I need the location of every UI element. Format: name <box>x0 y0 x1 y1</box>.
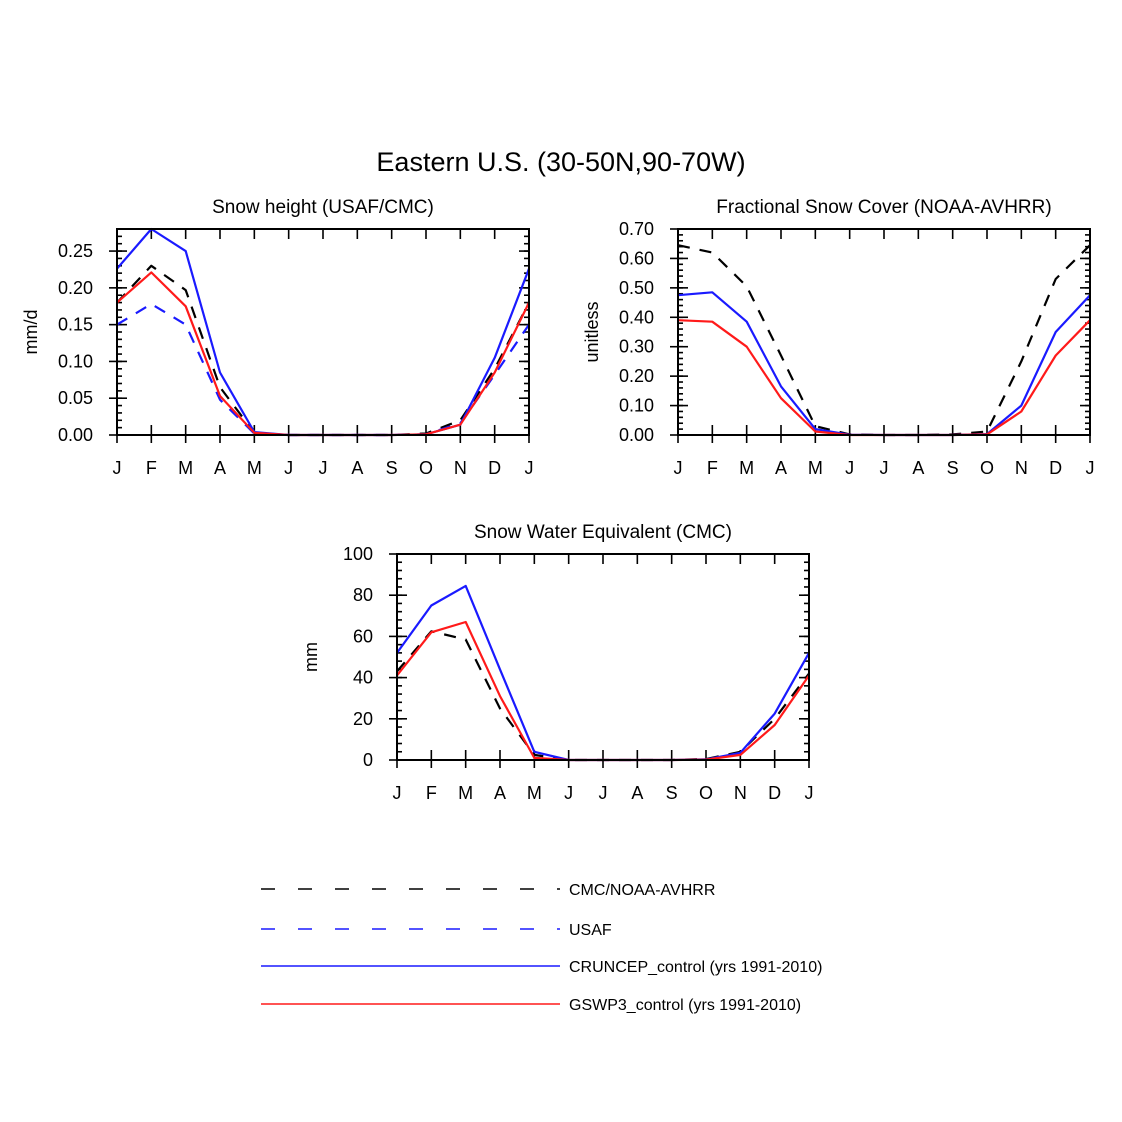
legend-label: USAF <box>569 922 612 939</box>
series-line-cmc-noaa-avhrr <box>116 264 530 437</box>
series-line-cruncep-control-yrs-1991-2010 <box>396 584 810 762</box>
series-line-cmc-noaa-avhrr <box>677 244 1091 437</box>
y-tick-label: 100 <box>343 544 373 564</box>
legend-label: GSWP3_control (yrs 1991-2010) <box>569 997 801 1014</box>
x-tick-label: J <box>845 458 854 478</box>
x-tick-label: F <box>146 458 157 478</box>
y-tick-label: 0.30 <box>619 337 654 357</box>
y-tick-label: 20 <box>353 709 373 729</box>
y-tick-label: 0 <box>363 750 373 770</box>
y-tick-label: 0.20 <box>58 278 93 298</box>
x-tick-label: J <box>880 458 889 478</box>
x-tick-label: M <box>527 783 542 803</box>
x-tick-label: F <box>707 458 718 478</box>
y-axis-label: mm <box>301 642 321 672</box>
x-tick-label: N <box>734 783 747 803</box>
x-tick-label: O <box>419 458 433 478</box>
panel-title: Snow height (USAF/CMC) <box>212 197 434 218</box>
x-tick-label: J <box>1086 458 1095 478</box>
x-tick-label: A <box>494 783 506 803</box>
y-tick-label: 0.40 <box>619 307 654 327</box>
x-tick-label: D <box>488 458 501 478</box>
snow-cover-panel: Fractional Snow Cover (NOAA-AVHRR) unitle… <box>582 197 1095 478</box>
y-tick-label: 0.60 <box>619 248 654 268</box>
y-tick-label: 60 <box>353 626 373 646</box>
legend-label: CRUNCEP_control (yrs 1991-2010) <box>569 959 822 976</box>
x-tick-label: N <box>1015 458 1028 478</box>
y-tick-label: 0.10 <box>619 396 654 416</box>
x-tick-label: D <box>1049 458 1062 478</box>
x-tick-label: J <box>284 458 293 478</box>
series-line-gswp3-control-yrs-1991-2010 <box>677 319 1091 437</box>
panel-title: Fractional Snow Cover (NOAA-AVHRR) <box>716 197 1051 218</box>
x-tick-label: J <box>805 783 814 803</box>
y-tick-label: 0.10 <box>58 351 93 371</box>
x-tick-label: J <box>599 783 608 803</box>
panel-title: Snow Water Equivalent (CMC) <box>474 522 732 543</box>
y-tick-label: 0.05 <box>58 388 93 408</box>
x-tick-label: S <box>386 458 398 478</box>
x-tick-label: O <box>699 783 713 803</box>
x-tick-label: A <box>775 458 787 478</box>
legend-label: CMC/NOAA-AVHRR <box>569 882 715 899</box>
x-tick-label: A <box>631 783 643 803</box>
y-tick-label: 0.00 <box>58 425 93 445</box>
swe-panel: Snow Water Equivalent (CMC) mm J F M A M J J A S O N… <box>301 522 814 803</box>
plot-frame <box>116 228 530 436</box>
x-tick-label: M <box>458 783 473 803</box>
x-tick-label: J <box>564 783 573 803</box>
x-tick-label: M <box>178 458 193 478</box>
x-tick-label: N <box>454 458 467 478</box>
x-tick-label: M <box>247 458 262 478</box>
plot-frame <box>396 553 810 761</box>
x-tick-label: A <box>912 458 924 478</box>
x-tick-label: J <box>674 458 683 478</box>
snow-height-panel: Snow height (USAF/CMC)mm/dJ F M A M J J A S O N D J0… <box>21 197 534 478</box>
y-axis-label: unitless <box>582 301 602 362</box>
main-title: Eastern U.S. (30-50N,90-70W) <box>376 147 745 177</box>
x-tick-label: F <box>426 783 437 803</box>
series-line-gswp3-control-yrs-1991-2010 <box>396 620 810 762</box>
y-tick-label: 0.20 <box>619 366 654 386</box>
series-line-cruncep-control-yrs-1991-2010 <box>116 227 531 437</box>
y-tick-label: 0.15 <box>58 315 93 335</box>
y-tick-label: 0.25 <box>58 241 93 261</box>
x-tick-label: M <box>739 458 754 478</box>
x-tick-label: S <box>947 458 959 478</box>
y-tick-label: 40 <box>353 668 373 688</box>
x-tick-label: J <box>525 458 534 478</box>
x-tick-label: O <box>980 458 994 478</box>
series-line-cmc-noaa-avhrr <box>396 630 810 762</box>
x-tick-label: J <box>113 458 122 478</box>
legend: CMC/NOAA-AVHRR USAF CRUNCEP_control (yrs 1… <box>261 882 822 1014</box>
x-tick-label: J <box>393 783 402 803</box>
y-tick-label: 80 <box>353 585 373 605</box>
series-line-cruncep-control-yrs-1991-2010 <box>677 291 1091 437</box>
x-tick-label: M <box>808 458 823 478</box>
x-tick-label: S <box>666 783 678 803</box>
x-tick-label: D <box>768 783 781 803</box>
plot-frame <box>677 228 1091 436</box>
x-tick-label: A <box>351 458 363 478</box>
y-axis-label: mm/d <box>21 310 41 355</box>
x-tick-label: A <box>214 458 226 478</box>
y-tick-label: 0.00 <box>619 425 654 445</box>
y-tick-label: 0.50 <box>619 278 654 298</box>
y-tick-label: 0.70 <box>619 219 654 239</box>
x-tick-label: J <box>319 458 328 478</box>
